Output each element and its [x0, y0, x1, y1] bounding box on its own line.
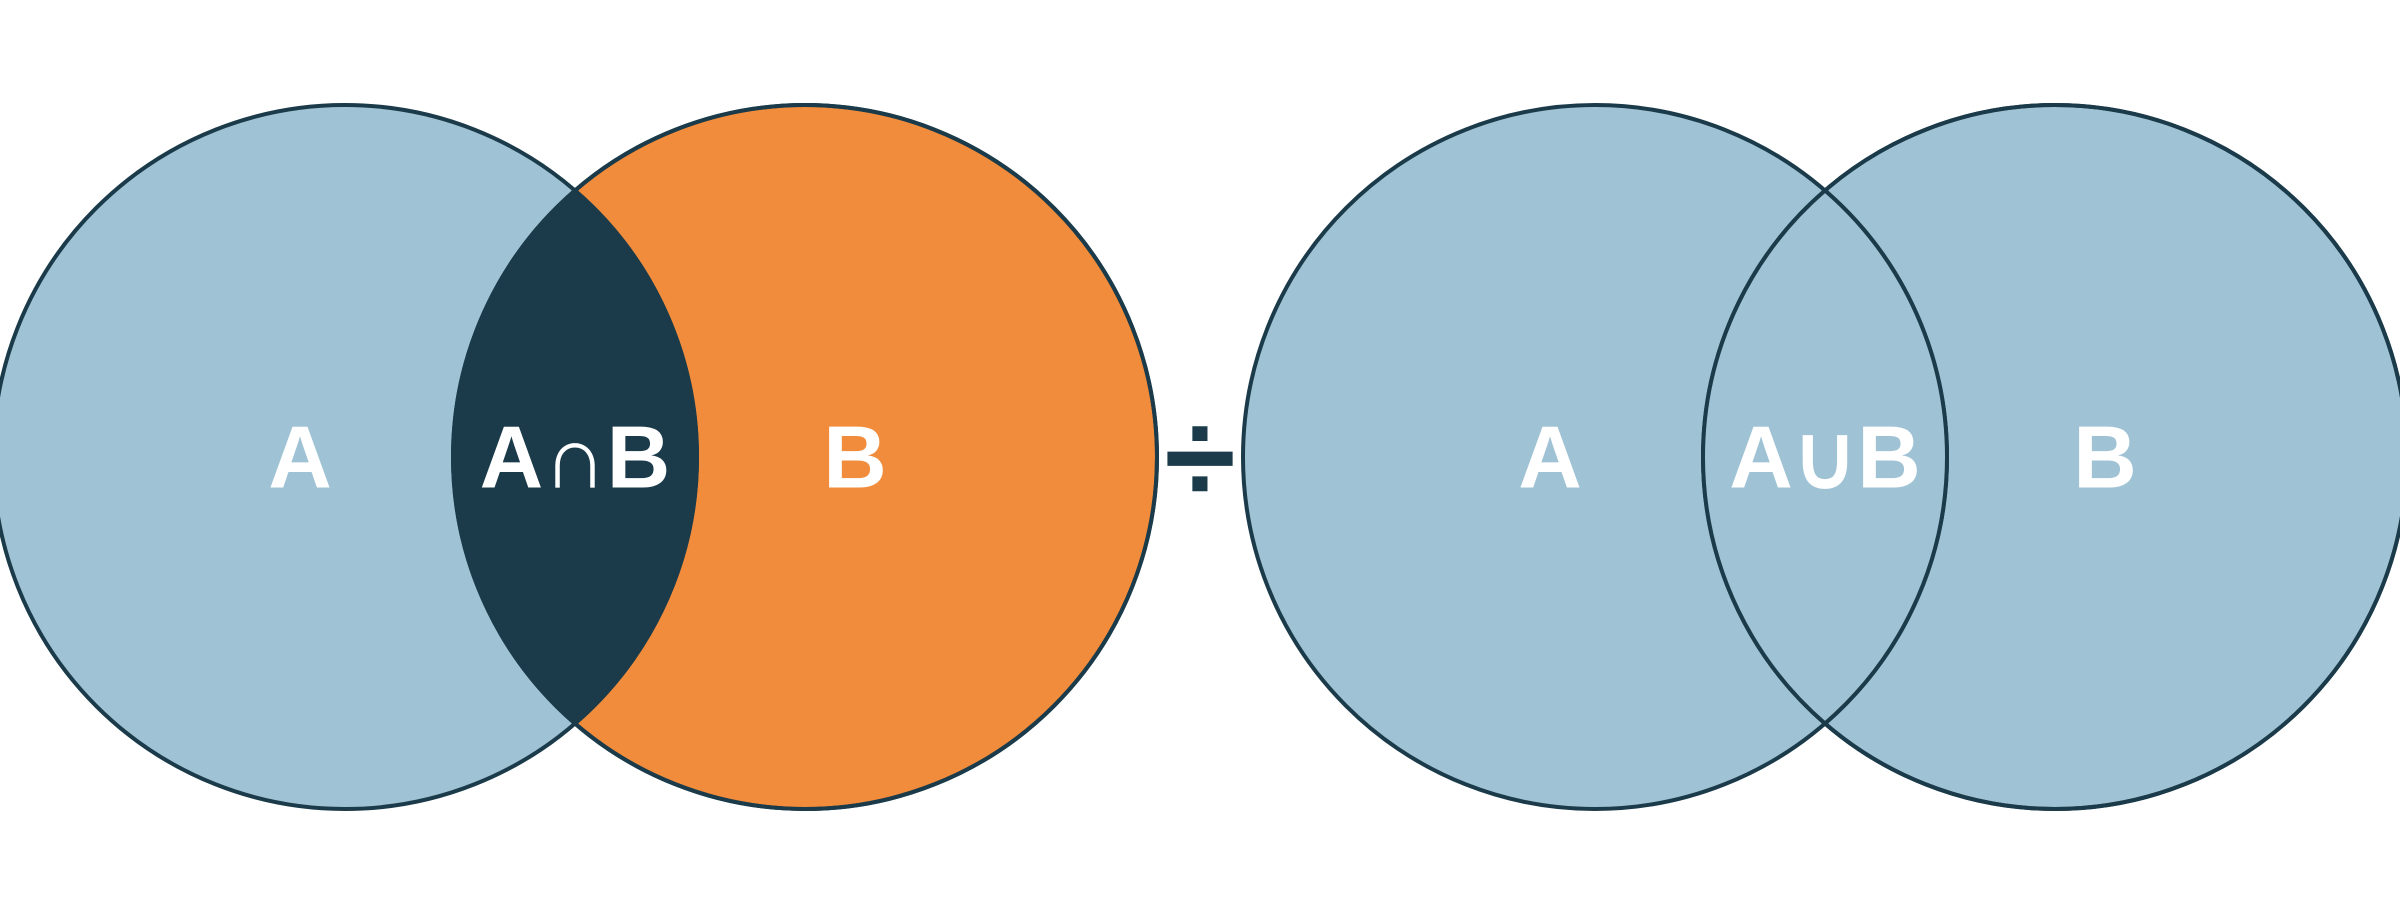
division-operator: ÷	[1164, 384, 1235, 530]
label-intersection-left: A∩B	[480, 408, 671, 507]
label-a-left: A	[268, 408, 332, 507]
label-union-right: A∪B	[1729, 408, 1921, 507]
label-a-right: A	[1518, 408, 1582, 507]
right-venn: A A∪B B	[1243, 105, 2400, 809]
label-b-left: B	[823, 408, 887, 507]
venn-diagram-figure: A A∩B B ÷ A A∪B B	[0, 0, 2400, 914]
label-b-right: B	[2073, 408, 2137, 507]
left-venn: A A∩B B	[0, 105, 1157, 809]
